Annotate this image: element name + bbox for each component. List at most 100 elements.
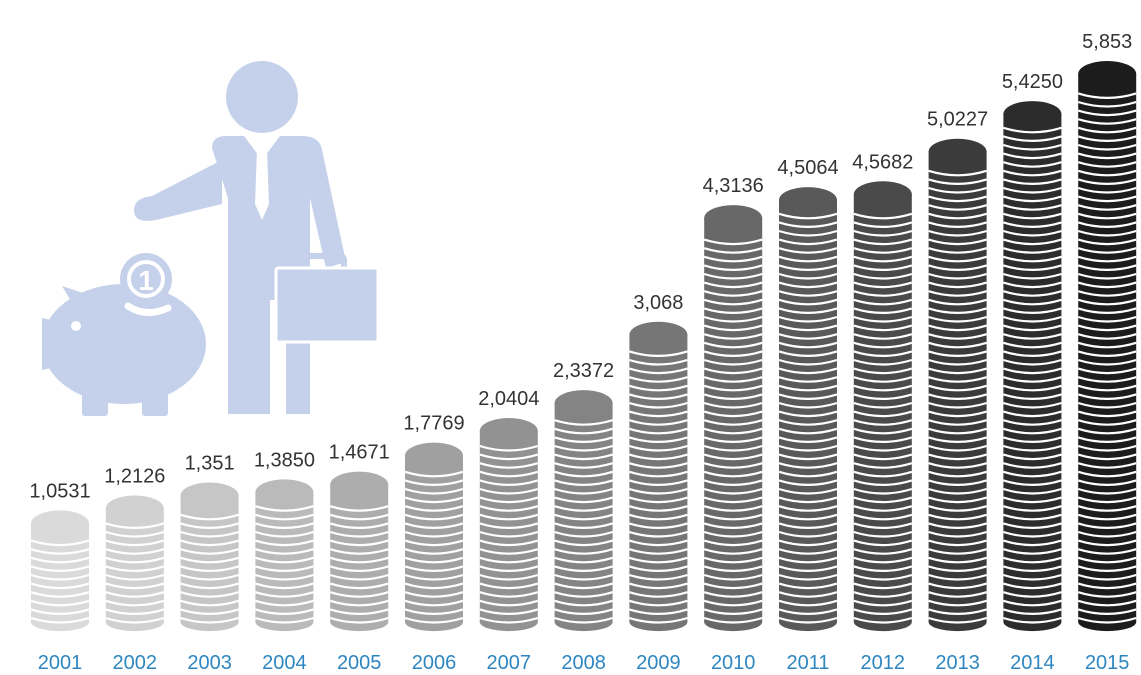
coin-ridge bbox=[1003, 487, 1062, 495]
coin-ridge bbox=[928, 530, 987, 538]
coin-ridge bbox=[778, 324, 838, 332]
coin-ridge bbox=[255, 573, 314, 581]
coin-ridge bbox=[554, 599, 613, 607]
coin-ridge bbox=[1077, 161, 1137, 168]
coin-ridge bbox=[703, 479, 763, 486]
coin-ridge bbox=[853, 487, 913, 495]
illustration: 1 bbox=[42, 61, 380, 416]
coin-ridge bbox=[1003, 350, 1062, 357]
coin-ridge bbox=[629, 616, 688, 624]
coin-ridge bbox=[703, 350, 763, 357]
coin-ridge bbox=[1077, 169, 1137, 177]
x-tick-label-2007: 2007 bbox=[487, 652, 532, 674]
coin-ridge bbox=[479, 530, 539, 538]
coin-ridge bbox=[928, 505, 987, 512]
coin-ridge bbox=[1003, 453, 1062, 461]
coin-ridge bbox=[404, 505, 464, 512]
coin-ridge bbox=[255, 582, 314, 590]
coin-ridge bbox=[554, 616, 613, 624]
coin-ridge bbox=[329, 591, 389, 598]
coin-stack-2015 bbox=[1077, 61, 1137, 632]
coin-ridge bbox=[703, 281, 763, 289]
coin-ridge bbox=[1077, 290, 1137, 297]
coin-ridge bbox=[105, 548, 165, 555]
coin-stack-body bbox=[31, 523, 89, 622]
coin-ridge bbox=[778, 513, 838, 521]
coin-ridge bbox=[853, 608, 913, 615]
coin-ridge bbox=[1077, 135, 1137, 142]
coin-ridge bbox=[629, 358, 688, 366]
coin-ridge bbox=[928, 272, 987, 280]
x-tick-label-2009: 2009 bbox=[636, 652, 681, 674]
coin-ridge bbox=[404, 616, 464, 624]
coin-ridge bbox=[554, 530, 613, 538]
coin-ridge bbox=[1077, 238, 1137, 246]
coin-ridge bbox=[554, 582, 613, 590]
coin-ridge bbox=[479, 496, 539, 504]
coin-ridge bbox=[1077, 272, 1137, 280]
coin-ridge bbox=[180, 582, 239, 590]
coin-ridge bbox=[479, 522, 539, 529]
coin-ridge bbox=[703, 341, 763, 349]
coin-ridge bbox=[255, 599, 314, 607]
value-label-2008: 2,3372 bbox=[553, 360, 614, 382]
coin-ridge bbox=[853, 333, 913, 340]
coin-ridge bbox=[1077, 204, 1137, 211]
coin-ridge bbox=[1077, 470, 1137, 478]
coin-ridge bbox=[928, 221, 987, 228]
coin-ridge bbox=[703, 616, 763, 624]
coin-ridge bbox=[629, 513, 688, 521]
coin-ridge bbox=[1077, 513, 1137, 521]
coin-ridge bbox=[554, 453, 613, 461]
coin-ridge bbox=[853, 350, 913, 357]
coin-ridge bbox=[180, 599, 239, 607]
coin-ridge bbox=[703, 573, 763, 581]
coin-ridge bbox=[1003, 204, 1062, 211]
coin-ridge bbox=[479, 573, 539, 581]
coin-ridge bbox=[180, 513, 239, 521]
coin-ridge bbox=[1003, 186, 1062, 194]
coin-ridge bbox=[1003, 212, 1062, 220]
coin-ridge bbox=[1077, 358, 1137, 366]
coin-stack-2001 bbox=[30, 510, 90, 632]
coin-ridge bbox=[1003, 229, 1062, 237]
coin-ridge bbox=[928, 513, 987, 521]
coin-ridge bbox=[629, 582, 688, 590]
coin-ridge bbox=[1003, 530, 1062, 538]
coin-ridge bbox=[479, 591, 539, 598]
coin-ridge bbox=[180, 591, 239, 598]
coin-ridge bbox=[928, 186, 987, 194]
coin-ridge bbox=[778, 255, 838, 263]
coin-ridge bbox=[703, 238, 763, 246]
coin-ridge bbox=[554, 539, 613, 547]
coin-ridge bbox=[853, 419, 913, 426]
coin-ridge bbox=[928, 444, 987, 452]
coin-ridge bbox=[105, 591, 165, 598]
coin-ridge bbox=[1003, 444, 1062, 452]
coin-ridge bbox=[778, 453, 838, 461]
coin-stack-2011 bbox=[778, 187, 838, 632]
coin-ridge bbox=[703, 247, 763, 254]
coin-ridge bbox=[180, 548, 239, 555]
coin-ridge bbox=[30, 556, 90, 564]
coin-ridge bbox=[1003, 247, 1062, 254]
coin-ridge bbox=[778, 548, 838, 555]
coin-ridge bbox=[928, 401, 987, 409]
coin-ridge bbox=[928, 324, 987, 332]
coin-ridge bbox=[479, 616, 539, 624]
coin-ridge bbox=[1077, 419, 1137, 426]
coin-stack-body bbox=[255, 492, 314, 622]
coin-ridge bbox=[778, 462, 838, 469]
coin-ridge bbox=[928, 290, 987, 297]
x-tick-label-2010: 2010 bbox=[711, 652, 756, 674]
coin-ridge bbox=[1077, 384, 1137, 392]
coin-ridge bbox=[853, 556, 913, 564]
coin-ridge bbox=[479, 608, 539, 615]
coin-stack-top bbox=[554, 390, 613, 417]
coin-ridge bbox=[404, 573, 464, 581]
value-label-2012: 4,5682 bbox=[852, 151, 913, 173]
coin-ridge bbox=[105, 582, 165, 590]
coin-stack-top bbox=[1003, 101, 1062, 128]
coin-ridge bbox=[853, 565, 913, 572]
value-label-2015: 5,853 bbox=[1082, 31, 1132, 53]
